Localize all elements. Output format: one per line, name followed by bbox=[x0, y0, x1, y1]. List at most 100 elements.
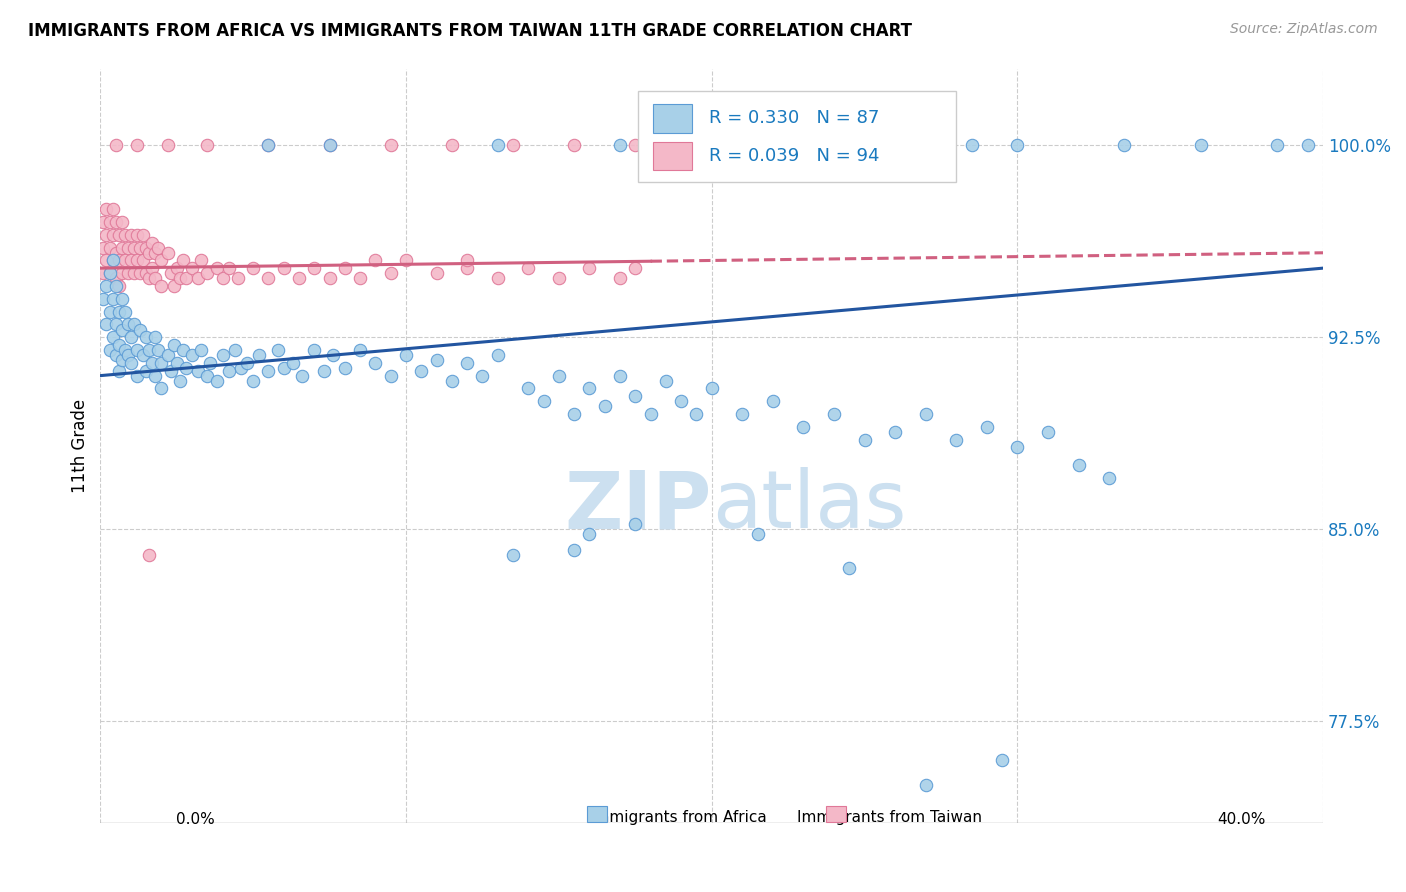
Point bbox=[181, 348, 204, 362]
Point bbox=[138, 343, 160, 357]
Point bbox=[96, 279, 118, 293]
Point bbox=[111, 266, 134, 280]
Point bbox=[349, 343, 371, 357]
Point bbox=[502, 548, 524, 562]
Point bbox=[125, 343, 148, 357]
Point bbox=[1067, 458, 1090, 473]
Point bbox=[111, 241, 134, 255]
Point bbox=[655, 374, 678, 388]
Point bbox=[211, 348, 233, 362]
Point bbox=[291, 368, 314, 383]
Point bbox=[945, 433, 967, 447]
Point bbox=[304, 343, 326, 357]
Point bbox=[96, 253, 118, 268]
Point bbox=[364, 356, 387, 370]
Point bbox=[218, 363, 240, 377]
Point bbox=[195, 138, 218, 153]
Point bbox=[884, 425, 907, 439]
Point bbox=[456, 356, 478, 370]
Point bbox=[257, 138, 280, 153]
Point bbox=[156, 138, 179, 153]
Point bbox=[236, 356, 259, 370]
Point bbox=[114, 227, 136, 242]
Point bbox=[120, 227, 142, 242]
Point bbox=[1114, 138, 1136, 153]
Point bbox=[914, 778, 936, 792]
Point bbox=[120, 253, 142, 268]
Point bbox=[991, 752, 1014, 766]
Point bbox=[364, 253, 387, 268]
Point bbox=[205, 261, 228, 276]
Point bbox=[104, 348, 127, 362]
Point bbox=[333, 261, 356, 276]
Point bbox=[211, 271, 233, 285]
Text: R = 0.330   N = 87: R = 0.330 N = 87 bbox=[709, 110, 880, 128]
Point bbox=[93, 241, 115, 255]
Text: IMMIGRANTS FROM AFRICA VS IMMIGRANTS FROM TAIWAN 11TH GRADE CORRELATION CHART: IMMIGRANTS FROM AFRICA VS IMMIGRANTS FRO… bbox=[28, 22, 912, 40]
Point bbox=[190, 343, 212, 357]
Point bbox=[104, 138, 127, 153]
Point bbox=[104, 279, 127, 293]
Point bbox=[135, 363, 157, 377]
Text: Source: ZipAtlas.com: Source: ZipAtlas.com bbox=[1230, 22, 1378, 37]
Point bbox=[166, 261, 188, 276]
Point bbox=[304, 261, 326, 276]
Point bbox=[976, 419, 998, 434]
Point bbox=[114, 304, 136, 318]
Text: atlas: atlas bbox=[711, 467, 905, 545]
Point bbox=[562, 138, 585, 153]
Point bbox=[318, 271, 340, 285]
Point bbox=[486, 348, 509, 362]
Point bbox=[562, 542, 585, 557]
Point bbox=[187, 363, 209, 377]
Point bbox=[609, 138, 631, 153]
Point bbox=[163, 338, 186, 352]
Point bbox=[624, 261, 647, 276]
Point bbox=[884, 138, 907, 153]
Point bbox=[93, 215, 115, 229]
Point bbox=[456, 253, 478, 268]
Point bbox=[187, 271, 209, 285]
Point bbox=[960, 138, 983, 153]
Point bbox=[486, 271, 509, 285]
Point bbox=[166, 356, 188, 370]
Point bbox=[257, 271, 280, 285]
Point bbox=[257, 138, 280, 153]
Point bbox=[502, 138, 524, 153]
Point bbox=[426, 266, 449, 280]
Point bbox=[163, 279, 186, 293]
Point bbox=[96, 227, 118, 242]
Point bbox=[125, 253, 148, 268]
Point bbox=[1007, 138, 1029, 153]
Point bbox=[135, 266, 157, 280]
Point bbox=[205, 374, 228, 388]
Point bbox=[122, 318, 145, 332]
Point bbox=[117, 348, 139, 362]
Point bbox=[141, 356, 163, 370]
Point bbox=[288, 271, 311, 285]
Point bbox=[135, 241, 157, 255]
Point bbox=[104, 271, 127, 285]
Point bbox=[624, 517, 647, 532]
Point bbox=[104, 318, 127, 332]
Point bbox=[700, 381, 723, 395]
Text: ZIP: ZIP bbox=[564, 467, 711, 545]
Point bbox=[229, 360, 252, 375]
Point bbox=[93, 266, 115, 280]
Point bbox=[247, 348, 270, 362]
Point bbox=[169, 374, 191, 388]
Point bbox=[333, 360, 356, 375]
Point bbox=[669, 394, 692, 409]
Point bbox=[181, 261, 204, 276]
Point bbox=[93, 292, 115, 306]
Point bbox=[273, 261, 295, 276]
Bar bbox=[652, 104, 692, 133]
Text: Immigrants from Africa: Immigrants from Africa bbox=[591, 810, 766, 825]
Point bbox=[98, 266, 121, 280]
Point bbox=[98, 343, 121, 357]
Point bbox=[200, 356, 222, 370]
Point bbox=[107, 253, 129, 268]
Point bbox=[145, 330, 167, 344]
Point bbox=[101, 253, 124, 268]
Text: Immigrants from Taiwan: Immigrants from Taiwan bbox=[797, 810, 981, 825]
